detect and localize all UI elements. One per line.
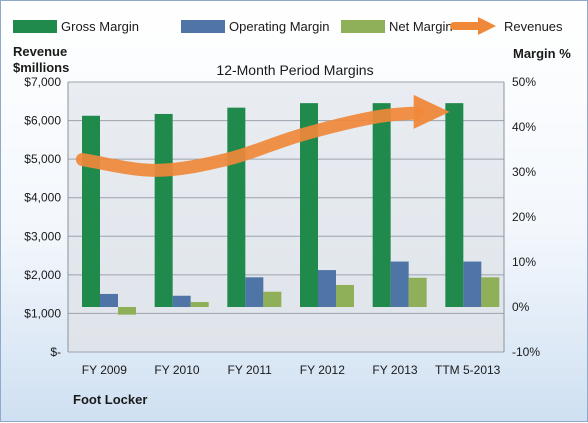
bar-gross-margin — [300, 103, 318, 308]
bar-gross-margin — [372, 103, 391, 308]
bar-operating-margin — [463, 261, 482, 307]
category-label: FY 2009 — [82, 363, 127, 377]
category-label: FY 2013 — [372, 363, 417, 377]
category-label: FY 2012 — [300, 363, 345, 377]
legend-label: Gross Margin — [61, 19, 139, 34]
right-tick-label: 20% — [512, 210, 536, 224]
bar-net-margin — [336, 284, 354, 307]
chart-title: 12-Month Period Margins — [216, 62, 373, 78]
right-tick-label: 50% — [512, 75, 536, 89]
bar-operating-margin — [318, 270, 336, 307]
revenues-arrowhead — [413, 94, 450, 129]
right-tick-label: 0% — [512, 300, 530, 314]
legend: Gross Margin Operating Margin Net Margin Re… — [13, 17, 563, 35]
category-label: FY 2010 — [154, 363, 199, 377]
category-label: FY 2011 — [228, 363, 273, 377]
legend-label: Operating Margin — [229, 19, 329, 34]
legend-swatch-net-margin — [341, 20, 385, 33]
bar-gross-margin — [445, 103, 464, 308]
right-axis-title: Margin % — [513, 46, 571, 61]
right-tick-label: 10% — [512, 255, 536, 269]
left-tick-label: $2,000 — [24, 268, 61, 282]
legend-swatch-gross-margin — [13, 20, 57, 33]
bar-gross-margin — [227, 107, 246, 308]
bar-operating-margin — [245, 277, 264, 307]
revenues-trend-line — [75, 106, 425, 177]
company-label: Foot Locker — [73, 392, 147, 407]
bar-net-margin — [408, 277, 427, 307]
bar-operating-margin — [390, 261, 409, 307]
bar-gross-margin — [154, 113, 173, 307]
bar-operating-margin — [100, 293, 118, 307]
bar-net-margin — [481, 277, 500, 307]
bar-net-margin — [263, 291, 282, 307]
left-axis-title-line1: Revenue — [13, 44, 67, 59]
plot-area: $- $1,000 $2,000 $3,000 $4,000 $5,000 $6,000 $7… — [24, 75, 540, 377]
bar-net-margin — [190, 302, 209, 307]
left-axis-title-line2: $millions — [13, 60, 69, 75]
legend-arrow-icon — [478, 17, 496, 35]
plot-background — [68, 82, 504, 352]
left-tick-label: $6,000 — [24, 114, 61, 128]
legend-label: Revenues — [504, 19, 563, 34]
bar-operating-margin — [172, 295, 191, 307]
left-tick-label: $1,000 — [24, 306, 61, 320]
left-tick-label: $4,000 — [24, 191, 61, 205]
right-tick-label: -10% — [512, 345, 540, 359]
left-tick-label: $5,000 — [24, 152, 61, 166]
category-label: TTM 5-2013 — [435, 363, 501, 377]
left-tick-label: $3,000 — [24, 229, 61, 243]
right-tick-label: 30% — [512, 165, 536, 179]
left-tick-label: $- — [50, 345, 61, 359]
legend-label: Net Margin — [389, 19, 453, 34]
bar-gross-margin — [82, 115, 100, 307]
legend-swatch-operating-margin — [181, 20, 225, 33]
right-tick-label: 40% — [512, 120, 536, 134]
left-tick-label: $7,000 — [24, 75, 61, 89]
bar-net-margin — [118, 307, 136, 315]
